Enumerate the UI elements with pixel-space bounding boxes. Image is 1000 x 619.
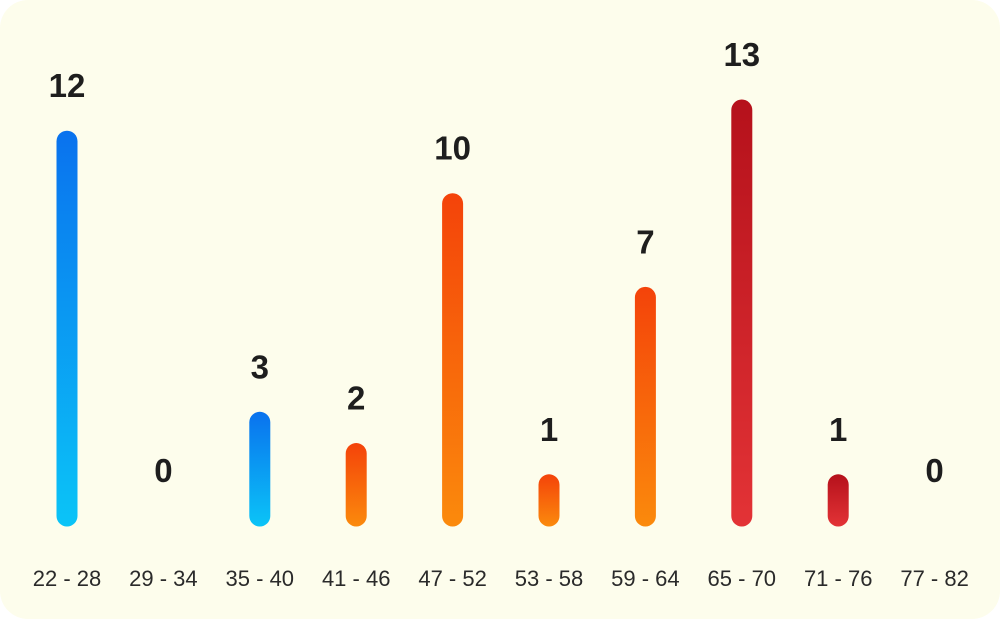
category-labels-group: 22 - 28 29 - 34 35 - 40 41 - 46 47 - 52 53 - … [33, 566, 969, 591]
value-label-3: 2 [347, 380, 365, 417]
category-label-6: 59 - 64 [611, 566, 680, 591]
bar-8 [827, 474, 849, 527]
bar-4 [442, 193, 464, 527]
category-label-8: 71 - 76 [804, 566, 873, 591]
value-label-0: 12 [49, 67, 86, 104]
value-label-1: 0 [154, 452, 172, 489]
value-label-6: 7 [636, 223, 654, 260]
value-label-5: 1 [540, 411, 558, 448]
category-label-3: 41 - 46 [322, 566, 391, 591]
value-label-8: 1 [829, 411, 847, 448]
value-label-9: 0 [925, 452, 943, 489]
category-label-5: 53 - 58 [515, 566, 584, 591]
bar-7 [731, 99, 753, 527]
value-label-2: 3 [251, 348, 269, 385]
value-label-7: 13 [723, 36, 760, 73]
category-label-4: 47 - 52 [418, 566, 487, 591]
bar-6 [634, 286, 656, 527]
category-label-1: 29 - 34 [129, 566, 198, 591]
category-label-9: 77 - 82 [900, 566, 969, 591]
bar-0 [56, 130, 78, 527]
bar-2 [249, 411, 271, 527]
category-label-7: 65 - 70 [708, 566, 777, 591]
category-label-0: 22 - 28 [33, 566, 102, 591]
bar-3 [345, 443, 367, 527]
category-label-2: 35 - 40 [226, 566, 295, 591]
bars-group [56, 99, 849, 527]
value-label-4: 10 [434, 130, 471, 167]
bar-5 [538, 474, 560, 527]
